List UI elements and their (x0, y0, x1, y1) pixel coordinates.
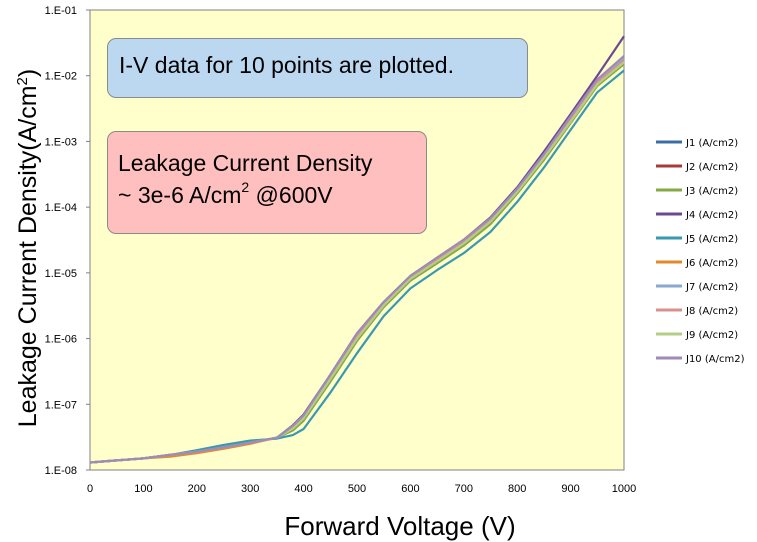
y-axis-ticks: 1.E-08 1.E-07 1.E-06 1.E-05 1.E-04 1.E-03 1.E-… (45, 5, 90, 477)
x-axis-title: Forward Voltage (V) (284, 511, 515, 541)
x-tick-label: 0 (87, 483, 93, 495)
x-tick-label: 900 (561, 483, 579, 495)
x-tick-label: 600 (401, 483, 419, 495)
y-axis-title: Leakage Current Density(A/cm2) (14, 69, 42, 427)
x-tick-label: 100 (134, 483, 152, 495)
legend-label-8: J8 (A/cm2) (685, 306, 738, 317)
legend-label-7: J7 (A/cm2) (685, 282, 738, 293)
legend: J1 (A/cm2) J2 (A/cm2) J3 (A/cm2) J4 (A/cm2)… (656, 138, 745, 365)
x-tick-label: 400 (294, 483, 312, 495)
y-tick-label: 1.E-01 (45, 5, 77, 17)
y-axis-title-end: ) (14, 69, 42, 77)
y-axis-title-sup: 2 (14, 77, 31, 85)
annotation-text-leakage-title: Leakage Current Density (118, 150, 373, 176)
x-axis-ticks: 0 100 200 300 400 500 600 700 800 900 1000 (87, 483, 636, 495)
y-axis-title-main: Leakage Current Density(A/cm (14, 85, 42, 427)
y-tick-label: 1.E-02 (45, 71, 77, 83)
x-tick-label: 300 (241, 483, 259, 495)
legend-label-5: J5 (A/cm2) (685, 234, 738, 245)
legend-label-2: J2 (A/cm2) (685, 162, 738, 173)
legend-label-6: J6 (A/cm2) (685, 258, 738, 269)
annotation-value-pre: ~ 3e-6 A/cm (118, 182, 242, 208)
x-tick-label: 500 (348, 483, 366, 495)
x-tick-label: 700 (455, 483, 473, 495)
annotation-value-sup: 2 (241, 179, 250, 195)
annotation-text-iv-data: I-V data for 10 points are plotted. (119, 52, 454, 78)
legend-label-3: J3 (A/cm2) (685, 186, 738, 197)
legend-label-9: J9 (A/cm2) (685, 330, 738, 341)
annotation-box-leakage: Leakage Current Density ~ 3e-6 A/cm2 @60… (107, 131, 427, 234)
annotation-box-iv-data: I-V data for 10 points are plotted. (107, 38, 528, 98)
y-tick-label: 1.E-07 (45, 399, 77, 411)
series-group (89, 35, 625, 464)
series-line-10 (89, 55, 625, 464)
y-tick-label: 1.E-04 (45, 202, 77, 214)
y-tick-label: 1.E-08 (45, 465, 77, 477)
y-tick-label: 1.E-06 (45, 334, 77, 346)
annotation-text-leakage-value: ~ 3e-6 A/cm2 @600V (118, 179, 333, 209)
x-tick-label: 1000 (612, 483, 636, 495)
legend-label-4: J4 (A/cm2) (685, 210, 738, 221)
legend-label-10: J10 (A/cm2) (685, 354, 745, 365)
y-tick-label: 1.E-03 (45, 136, 77, 148)
x-tick-label: 800 (508, 483, 526, 495)
y-tick-label: 1.E-05 (45, 268, 77, 280)
x-tick-label: 200 (188, 483, 206, 495)
annotation-value-post: @600V (249, 182, 333, 208)
legend-label-1: J1 (A/cm2) (685, 138, 738, 149)
